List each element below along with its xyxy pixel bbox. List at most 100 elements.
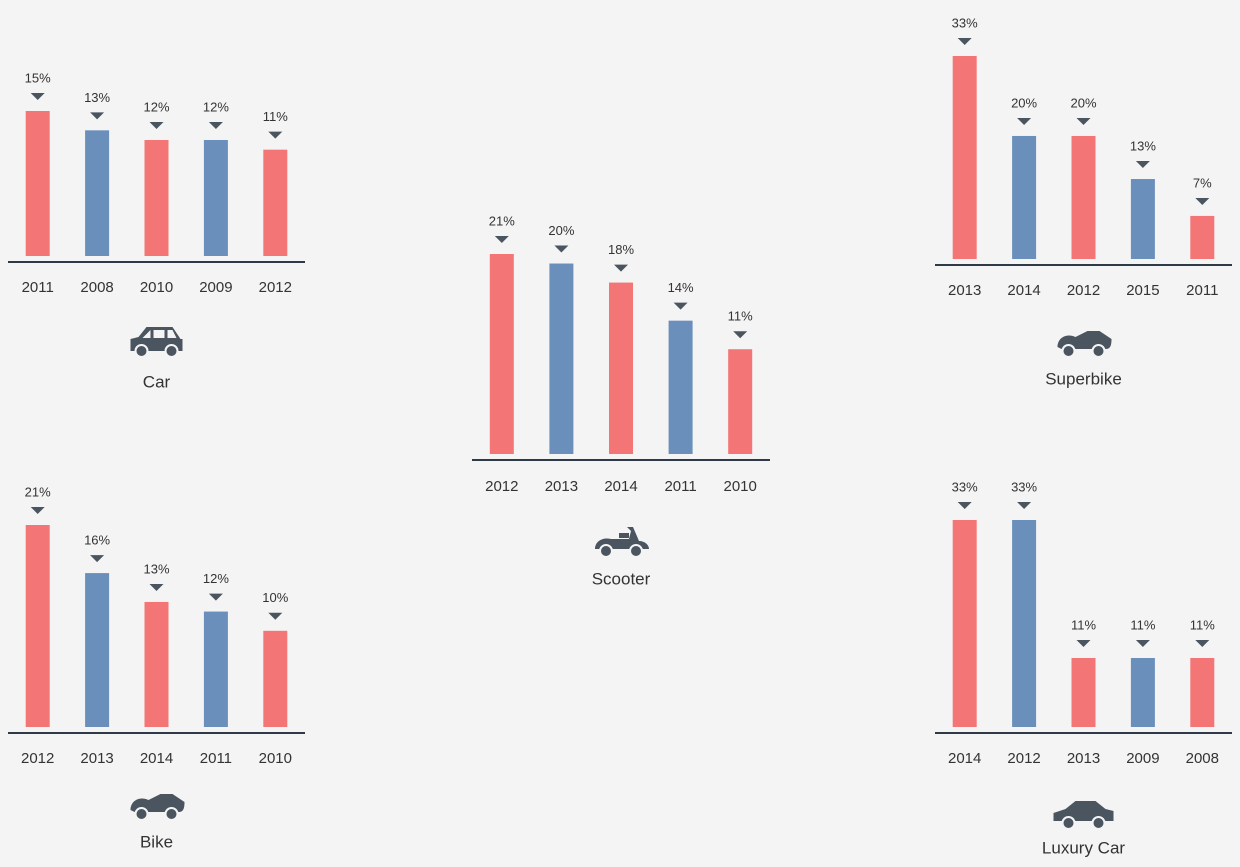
category-label: 2013 xyxy=(545,478,578,495)
bar xyxy=(1012,135,1037,259)
value-label: 21% xyxy=(489,213,515,228)
icon-wheel xyxy=(134,344,149,358)
value-label: 18% xyxy=(608,242,634,257)
chart: 33% 2014 33% 2012 11% 2013 11% 2009 11% 2008 Luxur… xyxy=(935,479,1232,857)
category-label: 2014 xyxy=(604,478,637,495)
value-label: 33% xyxy=(1011,479,1037,494)
marker xyxy=(208,122,223,129)
bar xyxy=(952,520,977,727)
value-label: 14% xyxy=(668,280,694,295)
category-label: 2009 xyxy=(199,279,232,296)
chart: 33% 2013 20% 2014 20% 2012 13% 2015 7% 2011 Superb… xyxy=(935,15,1232,388)
value-label: 11% xyxy=(1190,617,1215,632)
marker xyxy=(1195,197,1210,205)
chart: 21% 2012 16% 2013 13% 2014 12% 2011 10% 2010 Bike xyxy=(8,484,305,851)
category-label: 2012 xyxy=(1007,750,1040,767)
category-label: 2008 xyxy=(80,279,113,296)
chart-title: Luxury Car xyxy=(1042,838,1125,857)
bar xyxy=(609,282,633,454)
marker xyxy=(957,38,972,45)
bar xyxy=(144,140,169,256)
bar xyxy=(489,254,514,454)
marker xyxy=(90,112,105,120)
marker xyxy=(1076,117,1091,125)
value-label: 13% xyxy=(84,90,110,105)
bar xyxy=(263,630,288,727)
marker xyxy=(1135,640,1150,647)
marker xyxy=(149,122,164,129)
value-label: 12% xyxy=(203,99,229,114)
value-label: 16% xyxy=(84,533,110,548)
bar xyxy=(85,573,110,727)
marker xyxy=(149,583,164,591)
chart-title: Scooter xyxy=(592,569,651,588)
bar xyxy=(203,140,228,256)
marker xyxy=(30,93,45,100)
icon-wheel xyxy=(629,544,643,558)
value-label: 20% xyxy=(1011,95,1037,110)
marker xyxy=(957,502,972,509)
icon xyxy=(130,794,185,821)
category-label: 2009 xyxy=(1126,750,1159,767)
value-label: 11% xyxy=(263,109,288,124)
chart: 21% 2012 20% 2013 18% 2014 14% 2011 11% 2010 Scoot… xyxy=(472,213,770,588)
chart-title: Superbike xyxy=(1045,369,1122,388)
bar xyxy=(1071,658,1096,727)
chart-title: Car xyxy=(143,372,171,391)
value-label: 21% xyxy=(25,484,51,499)
value-label: 11% xyxy=(1071,617,1096,632)
category-label: 2010 xyxy=(140,279,173,296)
bar xyxy=(25,525,50,727)
marker xyxy=(1076,640,1091,647)
category-label: 2012 xyxy=(259,279,292,296)
marker xyxy=(1017,502,1032,509)
bar xyxy=(85,130,110,256)
marker xyxy=(1017,117,1032,125)
value-label: 15% xyxy=(25,70,51,85)
marker xyxy=(673,302,688,310)
icon-wheel xyxy=(1061,344,1076,358)
bar xyxy=(668,320,693,454)
marker xyxy=(30,507,45,514)
category-label: 2010 xyxy=(724,478,757,495)
marker xyxy=(1195,640,1210,647)
category-label: 2014 xyxy=(1007,282,1040,299)
value-label: 20% xyxy=(1070,95,1096,110)
marker xyxy=(554,245,569,253)
icon-wheel xyxy=(1061,816,1076,830)
category-label: 2011 xyxy=(200,750,232,767)
bar xyxy=(1190,658,1215,727)
icon-body xyxy=(1053,801,1114,821)
value-label: 12% xyxy=(203,571,229,586)
value-label: 11% xyxy=(728,309,753,324)
category-label: 2014 xyxy=(948,750,981,767)
value-label: 13% xyxy=(1130,138,1156,153)
marker xyxy=(1135,161,1150,169)
bar xyxy=(728,349,753,454)
icon-wheel xyxy=(134,807,149,821)
value-label: 11% xyxy=(1130,617,1155,632)
value-label: 33% xyxy=(952,15,978,30)
value-label: 10% xyxy=(262,590,288,605)
value-label: 12% xyxy=(143,99,169,114)
bar xyxy=(25,111,50,256)
marker xyxy=(494,236,509,243)
marker xyxy=(614,264,628,272)
bar xyxy=(203,611,228,727)
marker xyxy=(208,593,223,601)
chart: 15% 2011 13% 2008 12% 2010 12% 2009 11% 2012 Car xyxy=(8,70,305,391)
bar xyxy=(549,263,574,454)
category-label: 2015 xyxy=(1126,282,1159,299)
marker xyxy=(90,555,105,563)
bar xyxy=(1130,179,1155,259)
icon-body xyxy=(595,527,649,549)
bar xyxy=(1012,520,1037,727)
category-label: 2012 xyxy=(485,478,518,495)
marker xyxy=(733,331,748,339)
icon xyxy=(1053,801,1114,830)
bar xyxy=(1130,658,1155,727)
value-label: 13% xyxy=(143,561,169,576)
icon-wheel xyxy=(1091,344,1106,358)
icon-wheel xyxy=(164,807,179,821)
